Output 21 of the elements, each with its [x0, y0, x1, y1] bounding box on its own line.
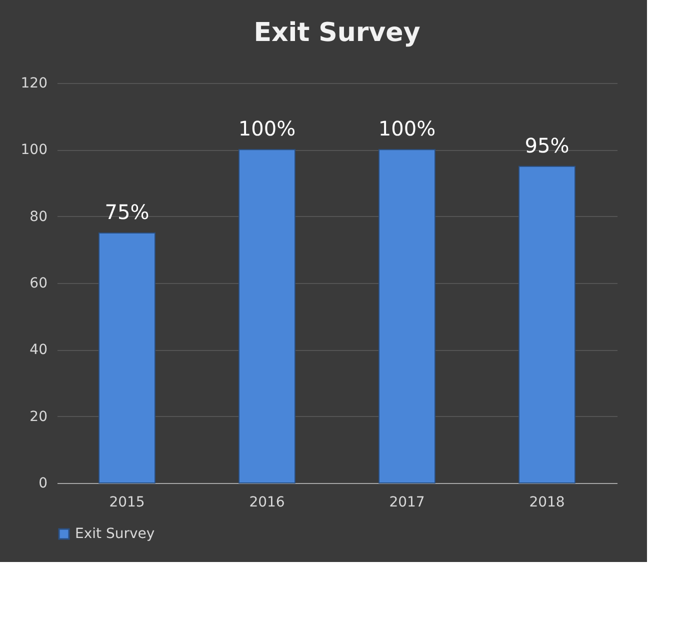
x-tick-label: 2018 — [529, 494, 565, 510]
x-tick-label: 2016 — [249, 494, 285, 510]
x-tick-label: 2015 — [109, 494, 145, 510]
y-tick-label: 60 — [30, 276, 48, 292]
y-tick-label: 120 — [20, 76, 48, 92]
bar — [98, 232, 156, 484]
y-tick-label: 40 — [30, 342, 48, 358]
text: 75% — [104, 200, 150, 224]
y-tick-label: 0 — [38, 476, 48, 492]
y-tick-label: 80 — [30, 208, 48, 225]
y-tick-label: 20 — [30, 408, 48, 425]
bar — [378, 149, 436, 484]
chart-title: Exit Survey — [254, 18, 420, 48]
text: 100% — [378, 116, 436, 141]
x-tick-label: 2017 — [389, 494, 425, 510]
legend-label: Exit Survey — [75, 526, 155, 542]
y-tick-label: 100 — [20, 142, 48, 158]
bar — [238, 149, 296, 484]
text: 95% — [524, 133, 570, 158]
bar — [518, 166, 576, 484]
text: 100% — [238, 116, 296, 141]
